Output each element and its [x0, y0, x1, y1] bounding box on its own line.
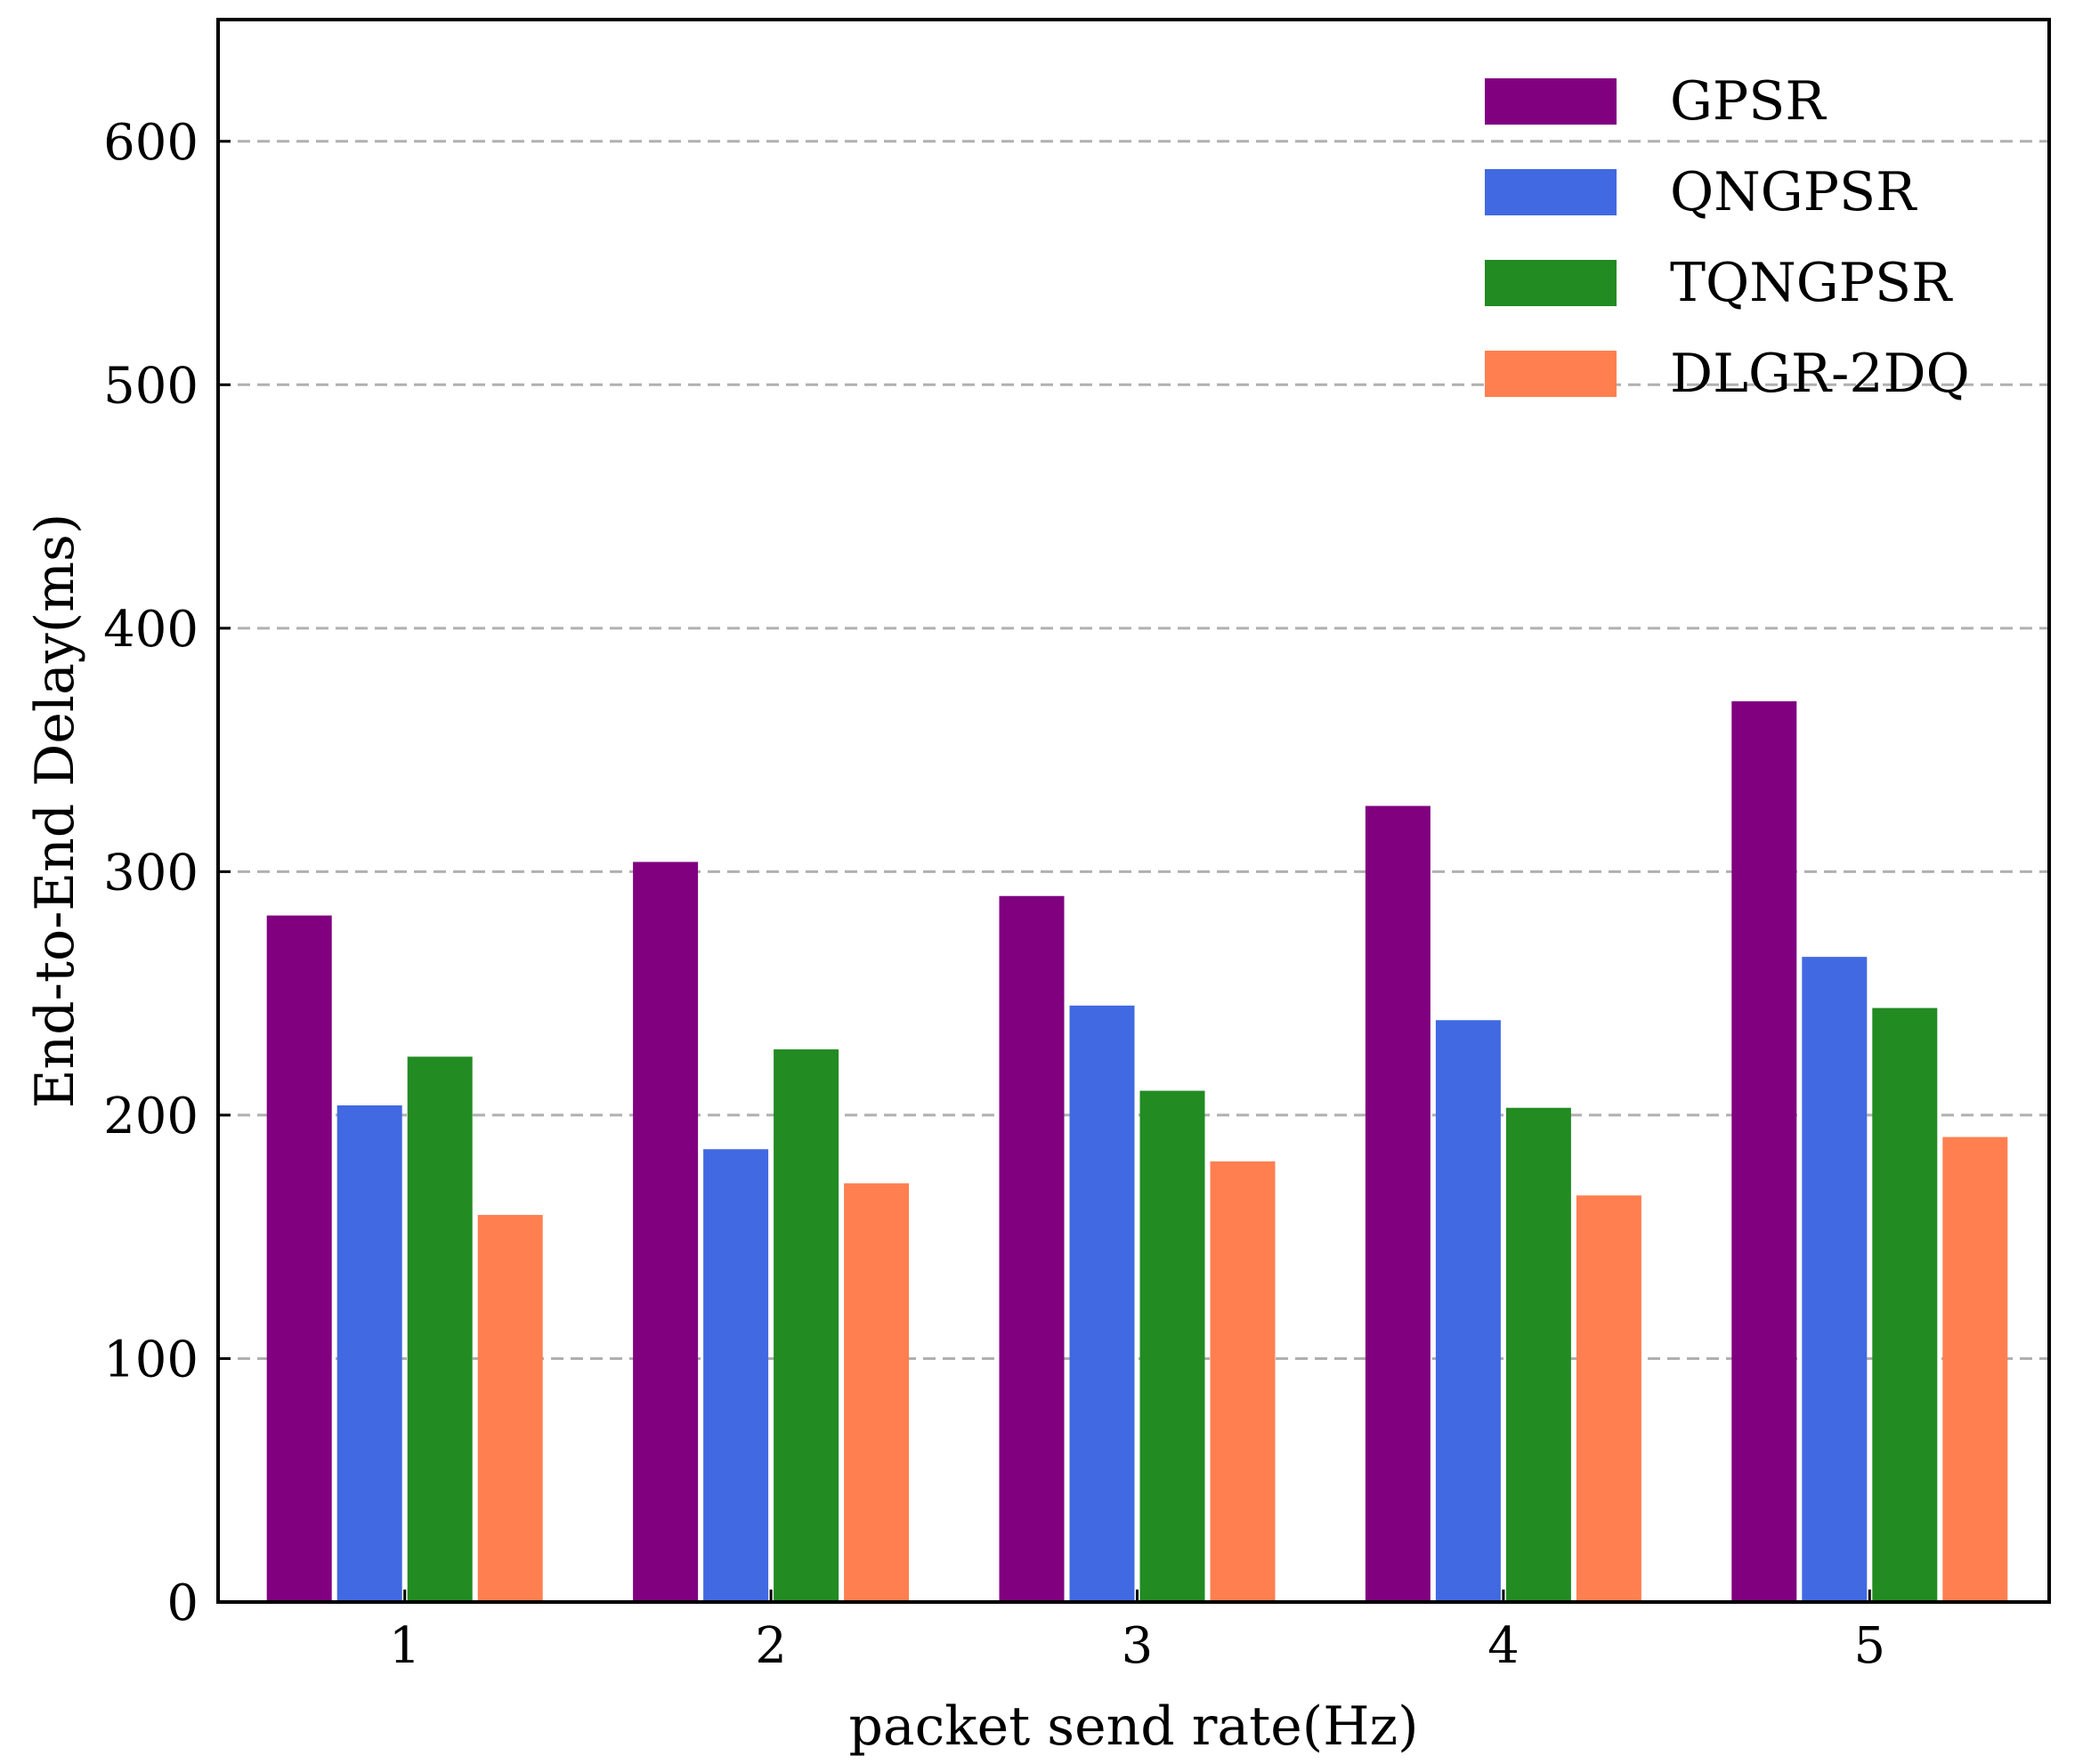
legend-label-gpsr: GPSR	[1670, 70, 1827, 133]
bar-dlgr-2dq-2	[844, 1183, 910, 1602]
bar-qngpsr-5	[1802, 957, 1868, 1602]
y-tick-label: 100	[103, 1331, 199, 1388]
x-tick-label: 4	[1487, 1617, 1520, 1675]
y-axis-title: End-to-End Delay(ms)	[24, 514, 86, 1109]
bar-tqngpsr-4	[1505, 1107, 1571, 1602]
x-tick-label: 2	[755, 1617, 787, 1675]
y-tick-label: 0	[166, 1574, 199, 1632]
bar-qngpsr-4	[1435, 1020, 1501, 1602]
x-tick-label: 5	[1853, 1617, 1885, 1675]
bar-tqngpsr-5	[1872, 1007, 1938, 1602]
bar-qngpsr-3	[1069, 1005, 1135, 1602]
ticks-layer	[218, 140, 1871, 1604]
bar-gpsr-5	[1731, 700, 1797, 1602]
x-tick-label: 1	[389, 1617, 421, 1675]
bar-qngpsr-1	[336, 1105, 402, 1602]
bar-dlgr-2dq-4	[1576, 1195, 1641, 1602]
legend-label-dlgr-2dq: DLGR-2DQ	[1670, 343, 1970, 405]
legend-label-qngpsr: QNGPSR	[1670, 161, 1917, 223]
bar-qngpsr-2	[703, 1149, 769, 1602]
x-tick-label: 3	[1122, 1617, 1154, 1675]
x-axis-title: packet send rate(Hz)	[848, 1695, 1418, 1758]
bar-tqngpsr-2	[774, 1049, 839, 1602]
y-tick-label: 500	[103, 357, 199, 415]
y-tick-label: 300	[103, 844, 199, 902]
y-tick-label: 200	[103, 1088, 199, 1145]
y-tick-label: 400	[103, 601, 199, 659]
bar-gpsr-2	[633, 862, 699, 1602]
y-tick-label: 600	[103, 114, 199, 172]
legend-swatch-tqngpsr	[1485, 260, 1617, 306]
bar-dlgr-2dq-3	[1210, 1161, 1276, 1602]
bar-gpsr-1	[266, 915, 332, 1602]
legend-swatch-qngpsr	[1485, 169, 1617, 215]
bar-dlgr-2dq-1	[477, 1215, 543, 1602]
bar-tqngpsr-1	[407, 1056, 473, 1602]
plot-frame	[216, 18, 2051, 1604]
legend-swatch-gpsr	[1485, 78, 1617, 125]
legend-label-tqngpsr: TQNGPSR	[1670, 252, 1953, 314]
bar-dlgr-2dq-5	[1942, 1137, 2008, 1602]
bars-layer	[266, 700, 2008, 1602]
legend-swatch-dlgr-2dq	[1485, 351, 1617, 397]
bar-tqngpsr-3	[1139, 1090, 1205, 1602]
bar-gpsr-3	[999, 895, 1065, 1602]
labels-layer: 0 100 200 300 400 500 600 1 2 3 4 5	[103, 114, 1885, 1675]
bar-gpsr-4	[1365, 805, 1430, 1602]
legend: GPSR QNGPSR TQNGPSR DLGR-2DQ	[1485, 70, 1970, 405]
